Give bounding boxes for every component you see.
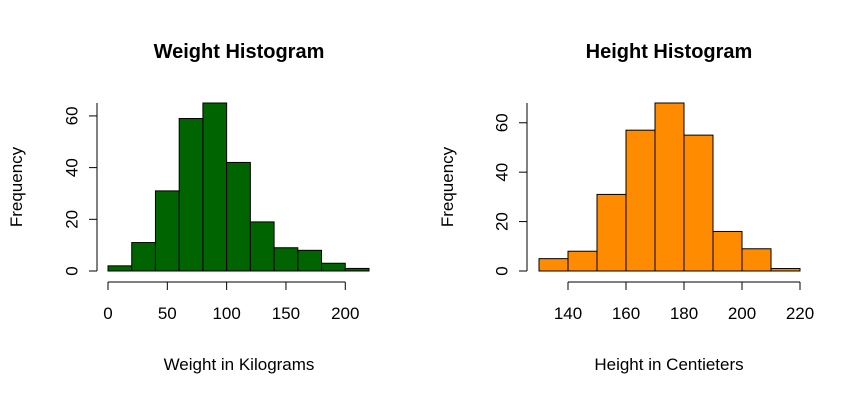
chart-title: Height Histogram — [586, 41, 753, 63]
histogram-bar — [249, 221, 275, 272]
height-histogram-panel: Height Histogram Height in Centieters Fr… — [438, 41, 814, 374]
x-axis-label: Weight in Kilograms — [164, 355, 315, 374]
y-tick-label: 20 — [63, 210, 82, 229]
y-axis-label: Frequency — [438, 146, 457, 227]
histogram-bar — [654, 102, 685, 272]
histogram-bar — [131, 242, 156, 272]
y-tick-label: 40 — [493, 163, 512, 182]
y-tick-label: 0 — [63, 266, 82, 275]
x-axis-label: Height in Centieters — [594, 355, 743, 374]
histogram-bar — [178, 118, 204, 272]
y-axis: 0 20 40 60 — [63, 103, 98, 276]
x-tick-label: 150 — [272, 304, 300, 323]
x-axis: 0 50 100 150 200 — [103, 281, 359, 323]
histogram-bar — [538, 258, 569, 272]
y-tick-label: 60 — [493, 113, 512, 132]
weight-histogram-panel: Weight Histogram Weight in Kilograms Fre… — [7, 41, 370, 374]
bars — [107, 102, 370, 272]
x-tick-label: 0 — [103, 304, 112, 323]
histogram-bar — [712, 230, 743, 272]
x-tick-label: 100 — [212, 304, 240, 323]
histogram-bar — [321, 262, 346, 272]
histogram-bar — [596, 193, 627, 272]
histogram-bar — [154, 190, 180, 272]
y-tick-label: 40 — [63, 158, 82, 177]
x-tick-label: 200 — [728, 304, 756, 323]
x-tick-label: 180 — [670, 304, 698, 323]
y-tick-label: 60 — [63, 106, 82, 125]
y-axis-label: Frequency — [7, 146, 26, 227]
x-tick-label: 50 — [158, 304, 177, 323]
x-axis: 140 160 180 200 220 — [554, 281, 814, 323]
histogram-bar — [344, 267, 370, 272]
x-tick-label: 160 — [612, 304, 640, 323]
bars — [538, 102, 801, 272]
x-tick-label: 140 — [554, 304, 582, 323]
histogram-bar — [625, 129, 656, 272]
y-axis: 0 20 40 60 — [493, 103, 528, 276]
chart-title: Weight Histogram — [154, 41, 325, 63]
x-tick-label: 220 — [786, 304, 814, 323]
histogram-bar — [273, 247, 299, 272]
x-tick-label: 200 — [331, 304, 359, 323]
histogram-bar — [683, 134, 714, 272]
y-tick-label: 20 — [493, 212, 512, 231]
histogram-bar — [107, 265, 133, 272]
histogram-bar — [297, 249, 323, 272]
histogram-bar — [567, 250, 598, 272]
histogram-bar — [741, 248, 772, 272]
histogram-bar — [770, 268, 801, 272]
y-tick-label: 0 — [493, 266, 512, 275]
histogram-bar — [226, 161, 251, 272]
histogram-bar — [202, 102, 228, 272]
